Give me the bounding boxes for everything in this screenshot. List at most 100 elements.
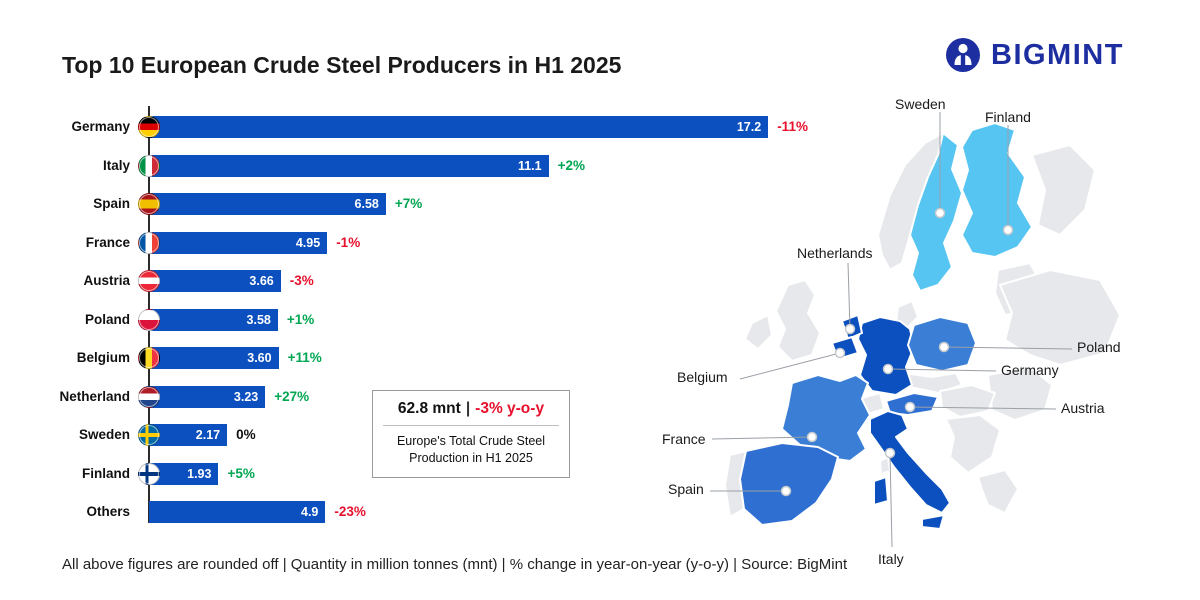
bar-row: Finland 1.93 +5% bbox=[0, 462, 700, 486]
map-marker-poland bbox=[938, 341, 950, 353]
map-marker-finland bbox=[1002, 224, 1014, 236]
summary-change: -3% y-o-y bbox=[475, 400, 545, 417]
map-marker-austria bbox=[904, 401, 916, 413]
summary-caption: Europe's Total Crude Steel Production in… bbox=[396, 434, 546, 465]
flag-poland-icon bbox=[138, 308, 160, 331]
map-country-hungary bbox=[939, 384, 996, 418]
bar: 11.1 bbox=[149, 154, 549, 177]
brand-logo: BIGMINT bbox=[944, 36, 1124, 74]
footer-note: All above figures are rounded off | Quan… bbox=[62, 556, 848, 573]
flag-belgium-icon bbox=[138, 347, 160, 369]
bar: 4.95 bbox=[149, 231, 328, 254]
map-marker-italy bbox=[884, 447, 896, 459]
map-label-italy: Italy bbox=[878, 551, 904, 567]
yoy-change: -3% bbox=[289, 273, 314, 288]
yoy-change: +27% bbox=[274, 388, 310, 404]
map-label-france: France bbox=[662, 431, 706, 447]
map-country-france bbox=[781, 374, 871, 462]
bar-row: Sweden 2.17 0% bbox=[0, 423, 700, 447]
map-label-poland: Poland bbox=[1077, 339, 1121, 355]
map-label-netherlands: Netherlands bbox=[797, 245, 873, 261]
map-marker-france bbox=[806, 431, 818, 443]
bar: 6.58 bbox=[149, 193, 386, 215]
bar-row: France 4.95 -1% bbox=[0, 231, 700, 255]
bar: 3.60 bbox=[149, 347, 279, 369]
yoy-change: +1% bbox=[286, 311, 315, 327]
bar-value: 3.23 bbox=[233, 389, 259, 404]
map-marker-belgium bbox=[834, 347, 846, 359]
map-marker-germany bbox=[882, 363, 894, 375]
bar-value: 3.60 bbox=[247, 351, 272, 365]
map-country-uk bbox=[775, 279, 821, 362]
bigmint-logo-icon bbox=[946, 38, 980, 72]
summary-headline: 62.8 mnt | -3% y-o-y bbox=[381, 400, 561, 418]
flag-spain-icon bbox=[138, 193, 160, 215]
yoy-change: +7% bbox=[394, 196, 423, 211]
map-marker-sweden bbox=[934, 207, 946, 219]
map-label-sweden: Sweden bbox=[895, 96, 946, 112]
flag-france-icon bbox=[138, 231, 160, 254]
bar: 17.2 bbox=[149, 116, 769, 138]
map-country-greece bbox=[977, 469, 1019, 514]
bar-row: Italy 11.1 +2% bbox=[0, 154, 700, 178]
bar-row: Netherland 3.23 +27% bbox=[0, 385, 700, 409]
map-label-spain: Spain bbox=[668, 481, 704, 497]
map-marker-spain bbox=[780, 485, 792, 497]
flag-sweden-icon bbox=[138, 424, 160, 446]
bar: 3.23 bbox=[149, 385, 266, 408]
bar: 4.9 bbox=[149, 501, 326, 523]
country-label: Germany bbox=[71, 119, 130, 134]
bar-row: Austria 3.66 -3% bbox=[0, 269, 700, 293]
europe-map bbox=[700, 85, 1160, 565]
page-title: Top 10 European Crude Steel Producers in… bbox=[62, 52, 622, 78]
map-label-germany: Germany bbox=[1001, 362, 1059, 378]
country-label: Belgium bbox=[76, 350, 130, 365]
yoy-change: +11% bbox=[287, 350, 322, 365]
bar-value: 3.66 bbox=[249, 274, 274, 288]
country-label: Netherland bbox=[59, 388, 130, 404]
country-label: France bbox=[85, 234, 130, 250]
map-country-romania bbox=[987, 366, 1053, 421]
map-country-sicily bbox=[921, 514, 945, 530]
map-country-spain bbox=[739, 442, 839, 526]
flag-germany-icon bbox=[138, 116, 160, 138]
bar-value: 11.1 bbox=[517, 158, 542, 173]
bar: 1.93 bbox=[149, 462, 219, 485]
yoy-change: -23% bbox=[334, 504, 366, 519]
bar: 3.58 bbox=[149, 308, 278, 331]
bar-row: Poland 3.58 +1% bbox=[0, 308, 700, 332]
country-label: Poland bbox=[84, 311, 130, 327]
country-label: Sweden bbox=[78, 427, 130, 442]
country-label: Austria bbox=[83, 273, 130, 288]
map-country-balkans bbox=[945, 414, 1001, 474]
yoy-change: +2% bbox=[557, 157, 585, 173]
summary-divider-line bbox=[383, 425, 559, 426]
bar: 3.66 bbox=[149, 270, 281, 292]
flag-italy-icon bbox=[138, 154, 160, 177]
bar-value: 4.9 bbox=[301, 505, 319, 519]
map-label-belgium: Belgium bbox=[677, 369, 728, 385]
map-country-russia bbox=[1031, 144, 1096, 236]
map-label-finland: Finland bbox=[985, 109, 1031, 125]
bar-value: 3.58 bbox=[246, 312, 271, 327]
bar-value: 17.2 bbox=[736, 120, 762, 134]
map-marker-netherlands bbox=[844, 323, 856, 335]
summary-total: 62.8 mnt bbox=[397, 400, 461, 417]
flag-finland-icon bbox=[138, 462, 160, 485]
flag-austria-icon bbox=[138, 270, 160, 292]
yoy-change: +5% bbox=[227, 465, 255, 481]
map-country-germany bbox=[857, 316, 915, 396]
brand-name: BIGMINT bbox=[991, 38, 1124, 71]
country-label: Others bbox=[86, 504, 130, 519]
summary-separator: | bbox=[465, 400, 471, 417]
bar-row: Belgium 3.60 +11% bbox=[0, 346, 700, 370]
bar-row: Germany 17.2 -11% bbox=[0, 115, 808, 139]
map-label-austria: Austria bbox=[1061, 400, 1105, 416]
yoy-change: 0% bbox=[236, 427, 256, 442]
yoy-change: -11% bbox=[777, 119, 808, 134]
map-country-sardinia bbox=[873, 476, 889, 506]
bar-value: 4.95 bbox=[295, 235, 321, 250]
bar-value: 2.17 bbox=[195, 428, 221, 442]
summary-box: 62.8 mnt | -3% y-o-y Europe's Total Crude … bbox=[372, 390, 570, 478]
yoy-change: -1% bbox=[336, 234, 361, 250]
